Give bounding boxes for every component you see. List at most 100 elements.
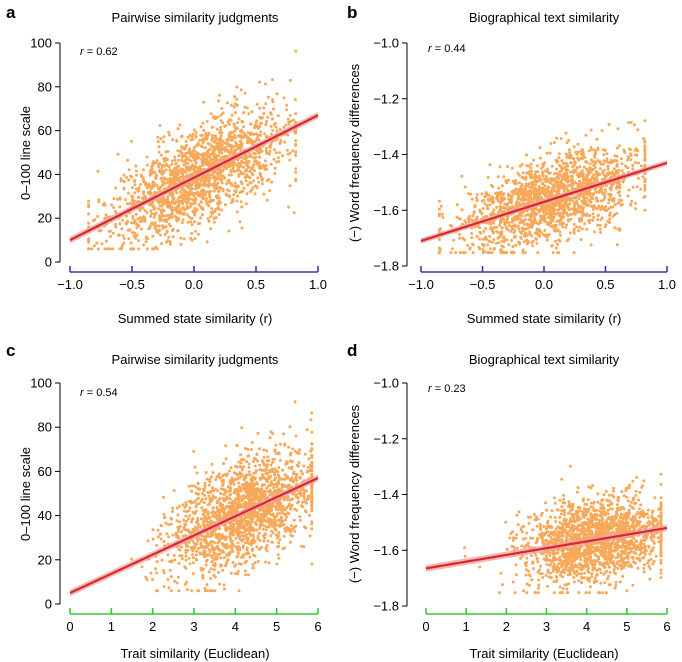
data-point (226, 137, 230, 141)
data-point (534, 175, 538, 179)
data-point (175, 581, 179, 585)
data-point (557, 184, 561, 188)
data-point (255, 160, 259, 164)
data-point (268, 149, 272, 153)
data-point (161, 140, 165, 144)
data-point (260, 149, 264, 153)
data-point (575, 225, 579, 229)
data-point (160, 211, 164, 215)
data-point (209, 112, 213, 116)
data-point (153, 212, 156, 216)
data-point (122, 237, 126, 240)
data-point (518, 188, 522, 192)
data-point (227, 173, 231, 177)
data-point (530, 234, 534, 238)
data-point (180, 557, 184, 561)
data-point (605, 152, 609, 156)
data-point (249, 122, 253, 126)
data-point (494, 196, 498, 200)
data-point (308, 513, 312, 517)
data-point (229, 486, 233, 490)
data-point (142, 192, 146, 196)
data-point (252, 460, 255, 463)
data-point (189, 204, 193, 208)
data-point (180, 158, 184, 162)
data-point (547, 207, 551, 211)
data-point (265, 198, 269, 202)
data-point (205, 202, 209, 206)
data-point (597, 213, 600, 217)
data-point (135, 233, 139, 237)
data-point (170, 182, 174, 185)
data-point (170, 162, 174, 166)
data-point (252, 179, 256, 183)
data-point (575, 199, 579, 203)
data-point (176, 229, 180, 233)
data-point (302, 497, 306, 501)
data-point (585, 176, 589, 180)
data-point (310, 411, 314, 415)
data-point (264, 164, 268, 168)
data-point (643, 183, 647, 187)
data-point (490, 251, 494, 255)
data-point (278, 538, 282, 542)
data-point (143, 209, 147, 213)
data-point (280, 477, 284, 481)
x-tick-label: 0.0 (535, 277, 553, 292)
data-point (170, 209, 174, 213)
data-point (217, 199, 221, 203)
data-point (540, 205, 544, 209)
data-point (548, 171, 552, 175)
data-point (196, 547, 200, 550)
data-point (184, 501, 188, 505)
data-point (556, 189, 560, 193)
data-point (557, 238, 561, 242)
data-point (191, 164, 195, 168)
data-point (541, 182, 545, 186)
data-point (309, 418, 313, 422)
data-point (203, 481, 207, 485)
data-point (249, 448, 253, 452)
data-point (566, 184, 570, 188)
data-point (616, 127, 620, 131)
panel-c: c Pairwise similarity judgments r = 0.54… (6, 341, 322, 661)
data-point (521, 198, 525, 202)
data-point (219, 492, 222, 495)
data-point (517, 197, 521, 201)
data-point (212, 220, 216, 224)
data-point (210, 207, 214, 210)
data-point (203, 161, 207, 165)
data-point (297, 461, 301, 465)
data-point (526, 184, 530, 188)
data-point (592, 215, 596, 219)
data-point (288, 113, 292, 117)
data-point (233, 95, 237, 99)
data-point (179, 530, 183, 534)
data-point (176, 204, 180, 208)
data-point (100, 242, 104, 246)
data-point (485, 204, 489, 208)
data-point (164, 168, 168, 172)
data-point (211, 136, 215, 140)
data-point (146, 191, 150, 195)
data-point (521, 251, 525, 255)
data-point (514, 243, 518, 247)
data-point (496, 236, 500, 240)
data-point (582, 198, 586, 202)
data-point (247, 159, 251, 163)
data-point (130, 186, 134, 190)
data-point (157, 162, 161, 166)
data-point (186, 162, 190, 166)
data-point (298, 448, 302, 452)
data-point (589, 177, 593, 181)
data-point (310, 460, 314, 464)
data-point (170, 517, 174, 521)
data-point (218, 171, 222, 175)
data-point (287, 205, 291, 209)
data-point (180, 545, 184, 549)
data-point (114, 225, 118, 229)
data-point (151, 180, 155, 184)
data-point (169, 205, 173, 209)
data-point (221, 189, 225, 193)
data-point (242, 478, 246, 482)
